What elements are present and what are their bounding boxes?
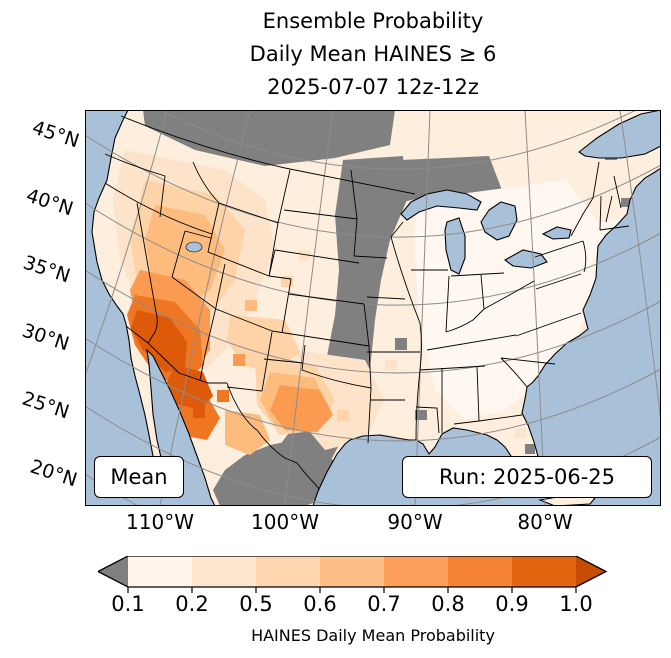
- lon-label-110w: 110°W: [126, 510, 194, 534]
- run-label: Run: 2025-06-25: [438, 465, 616, 489]
- lat-label-40n: 40°N: [23, 184, 76, 221]
- lake-erie: [503, 249, 548, 269]
- lon-label-100w: 100°W: [251, 510, 319, 534]
- colorbar: [96, 555, 614, 596]
- state-borders-west: [104, 115, 420, 490]
- great-lakes: [185, 189, 572, 275]
- colorbar-tick-label: 0.2: [175, 592, 209, 616]
- colorbar-segment: [256, 556, 320, 587]
- colorbar-tick-label: 0.9: [495, 592, 529, 616]
- map-canvas: [85, 110, 661, 506]
- lat-label-35n: 35°N: [20, 251, 73, 288]
- colorbar-under-arrow: [98, 556, 128, 587]
- graticule-parallels: [85, 110, 661, 506]
- colorbar-tick-label: 0.5: [239, 592, 273, 616]
- lon-label-80w: 80°W: [517, 510, 573, 534]
- lat-label-20n: 20°N: [27, 455, 80, 492]
- colorbar-segment: [448, 556, 512, 587]
- ocean: [85, 110, 661, 506]
- mean-box: Mean: [94, 456, 184, 498]
- lon-label-90w: 90°W: [387, 510, 443, 534]
- colorbar-segment: [384, 556, 448, 587]
- lake-huron: [480, 201, 518, 241]
- lake-superior: [400, 189, 482, 221]
- colorbar-segment: [128, 556, 192, 587]
- colorbar-caption: HAINES Daily Mean Probability: [251, 626, 495, 645]
- graticule-meridians: [85, 110, 661, 506]
- lat-label-45n: 45°N: [29, 116, 82, 153]
- figure-title: Ensemble Probability Daily Mean HAINES ≥…: [85, 5, 661, 104]
- colorbar-ticks: [127, 587, 577, 593]
- state-borders-central: [350, 169, 535, 441]
- map-svg: [85, 110, 661, 506]
- title-line-2: Daily Mean HAINES ≥ 6: [249, 42, 497, 66]
- colorbar-svg: [96, 555, 608, 593]
- lake-michigan: [444, 217, 466, 275]
- colorbar-segment: [320, 556, 384, 587]
- title-line-3: 2025-07-07 12z-12z: [267, 75, 479, 99]
- colorbar-over-arrow: [576, 556, 606, 587]
- state-borders-east: [453, 161, 630, 425]
- colorbar-segment: [192, 556, 256, 587]
- lat-label-25n: 25°N: [19, 387, 72, 424]
- graticule: [85, 110, 661, 506]
- colorbar-tick-label: 1.0: [559, 592, 593, 616]
- political-borders: [104, 115, 630, 490]
- lake-ontario: [541, 226, 572, 240]
- colorbar-tick-label: 0.1: [111, 592, 145, 616]
- great-salt-lake: [185, 241, 203, 253]
- run-box: Run: 2025-06-25: [402, 456, 652, 498]
- colorbar-tick-label: 0.7: [367, 592, 401, 616]
- colorbar-tick-label: 0.6: [303, 592, 337, 616]
- title-line-1: Ensemble Probability: [262, 9, 484, 33]
- mean-label: Mean: [110, 465, 168, 489]
- colorbar-segment: [512, 556, 576, 587]
- gulf-st-lawrence: [578, 110, 661, 159]
- colorbar-tick-label: 0.8: [431, 592, 465, 616]
- lat-label-30n: 30°N: [19, 319, 72, 356]
